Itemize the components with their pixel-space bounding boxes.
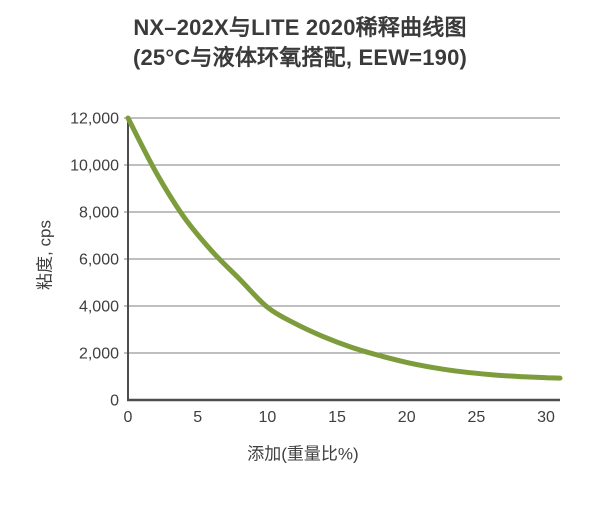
gridlines-group xyxy=(124,117,560,354)
x-tick-label: 0 xyxy=(124,409,133,426)
x-tick-label: 20 xyxy=(398,409,416,426)
dilution-curve xyxy=(125,115,563,381)
x-tick-label: 25 xyxy=(467,409,485,426)
y-tick-label: 10,000 xyxy=(70,158,119,175)
series-group xyxy=(125,115,563,381)
tick-labels-group: 0 2,000 4,000 6,000 8,000 10,000 12,000 0 5 10 15 2… xyxy=(70,111,555,427)
chart-title-line2: (25°C与液体环氧搭配, EEW=190) xyxy=(132,45,468,70)
chart-title-line1: NX–202X与LITE 2020稀释曲线图 xyxy=(133,15,467,40)
axes-group xyxy=(127,117,560,402)
x-tick-label: 15 xyxy=(328,409,346,426)
y-tick-label: 4,000 xyxy=(79,299,119,316)
y-tick-label: 0 xyxy=(110,393,119,410)
y-tick-label: 12,000 xyxy=(70,111,119,128)
x-axis-title: 添加(重量比%) xyxy=(247,444,359,464)
chart-title: NX–202X与LITE 2020稀释曲线图 (25°C与液体环氧搭配, EEW… xyxy=(0,13,600,73)
x-tick-label: 10 xyxy=(258,409,276,426)
x-tick-label: 30 xyxy=(537,409,555,426)
y-tick-label: 8,000 xyxy=(79,205,119,222)
y-tick-label: 6,000 xyxy=(79,252,119,269)
y-axis-title: 粘度, cps xyxy=(35,220,55,290)
y-tick-label: 2,000 xyxy=(79,346,119,363)
x-tick-label: 5 xyxy=(193,409,202,426)
